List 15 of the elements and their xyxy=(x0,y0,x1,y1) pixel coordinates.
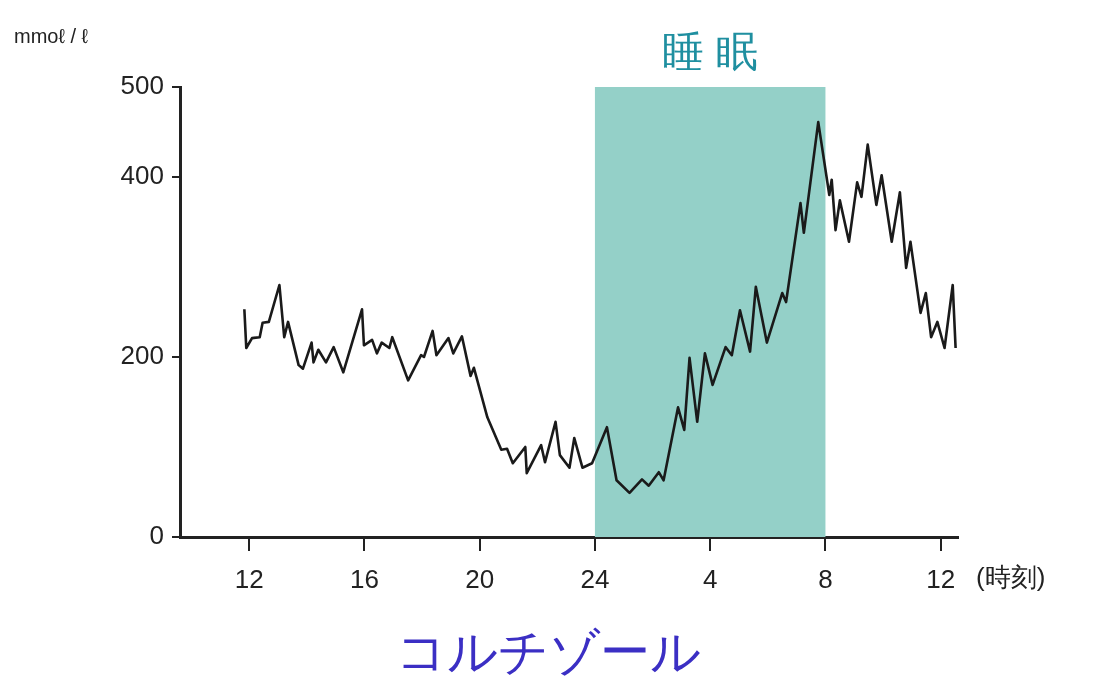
y-tick-label: 500 xyxy=(120,70,164,101)
x-tick-label: 16 xyxy=(349,563,379,594)
x-tick-label: 8 xyxy=(818,563,833,594)
y-tick-label: 400 xyxy=(120,160,164,191)
x-tick-label: 4 xyxy=(702,563,718,594)
y-axis-title: mmoℓ / ℓ xyxy=(14,24,89,47)
x-tick-label: 24 xyxy=(580,563,610,594)
y-tick-label: 0 xyxy=(149,520,164,551)
x-tick-label: 12 xyxy=(234,563,264,594)
x-axis-title: (時刻) xyxy=(976,562,1046,593)
band-label: 睡 眠 xyxy=(662,27,759,75)
x-tick-label: 20 xyxy=(465,563,495,594)
y-tick-label: 200 xyxy=(120,340,164,371)
text: コルチゾール xyxy=(395,623,701,680)
x-tick-label: 12 xyxy=(926,563,956,594)
